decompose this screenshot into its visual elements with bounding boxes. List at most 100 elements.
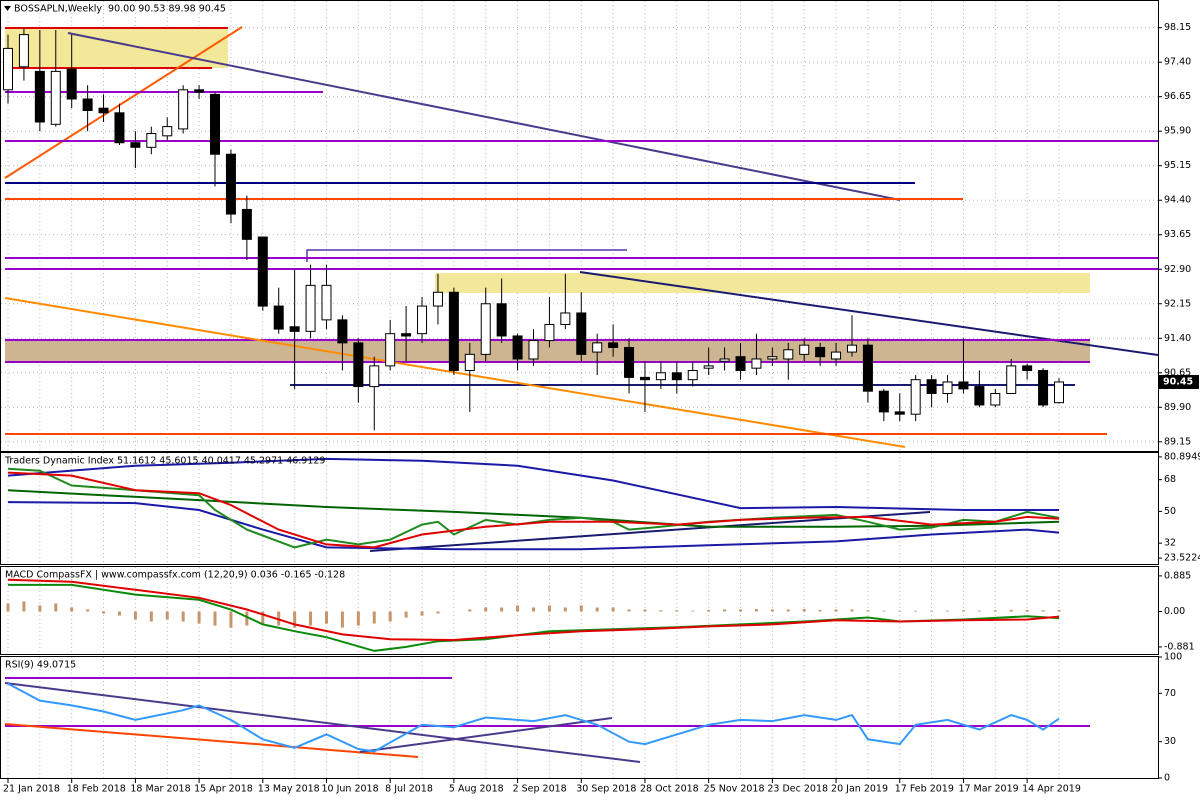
- y-tick-label: 80.8949: [1164, 451, 1200, 462]
- candle: [639, 361, 650, 412]
- candle: [767, 347, 778, 366]
- candle-body: [990, 392, 1001, 406]
- histogram-bar: [6, 603, 10, 612]
- last-price-box: [1159, 374, 1199, 389]
- x-tick-label: 28 Oct 2018: [640, 784, 699, 795]
- candle-body: [98, 107, 109, 114]
- candle-body: [703, 365, 714, 369]
- y-tick-label: 96.65: [1164, 91, 1191, 102]
- candle-body: [942, 381, 953, 394]
- histogram-bar: [818, 609, 822, 612]
- candle-body: [719, 358, 730, 362]
- histogram-bar: [961, 610, 965, 612]
- candle: [369, 356, 380, 431]
- histogram-bar: [1041, 610, 1045, 612]
- histogram-bar: [834, 609, 838, 612]
- x-tick-label: 18 Feb 2018: [67, 784, 126, 795]
- candle: [799, 338, 810, 362]
- candle: [146, 126, 157, 155]
- histogram-bar: [1009, 609, 1013, 612]
- candle-body: [878, 390, 889, 413]
- trendline: [369, 511, 931, 552]
- candle-body: [799, 344, 810, 355]
- candle-body: [289, 326, 300, 332]
- candle-body: [146, 133, 157, 148]
- candle: [401, 306, 412, 362]
- candle: [130, 131, 141, 169]
- x-tick-label: 15 Apr 2018: [194, 784, 253, 795]
- candle-body: [958, 381, 969, 390]
- labels: 21 Jan 2018 18 Feb 2018 18 Mar 2018 15 Apr …: [3, 4, 1200, 795]
- trendline: [4, 682, 641, 763]
- histogram-bar: [70, 607, 74, 612]
- candle: [719, 347, 730, 371]
- candle: [846, 315, 857, 357]
- candle-body: [528, 340, 539, 360]
- panel-frame: [0, 0, 1159, 452]
- candle: [194, 85, 205, 100]
- histogram-bar: [484, 607, 488, 612]
- histogram-bar: [102, 611, 106, 614]
- y-tick-label: 91.40: [1164, 333, 1191, 344]
- candle: [337, 315, 348, 371]
- histogram-bar: [133, 611, 137, 620]
- candle: [576, 292, 587, 362]
- candle: [162, 117, 173, 141]
- histogram-bar: [547, 605, 551, 612]
- histogram-bar: [723, 609, 727, 612]
- candle: [82, 85, 93, 132]
- y-tick-label: 93.65: [1164, 229, 1191, 240]
- candle: [831, 342, 842, 366]
- candle-body: [385, 333, 396, 367]
- candle: [512, 333, 523, 371]
- candle: [321, 264, 332, 330]
- candle: [560, 273, 571, 330]
- candle-body: [862, 344, 873, 392]
- candle-body: [82, 98, 93, 112]
- histogram-bar: [197, 611, 201, 624]
- x-tick-label: 13 May 2018: [258, 784, 320, 795]
- candle-body: [353, 342, 364, 388]
- histogram-bar: [516, 605, 520, 612]
- candle-body: [624, 346, 635, 378]
- candle-body: [767, 356, 778, 360]
- y-tick-label: 32: [1164, 538, 1176, 549]
- candle: [783, 342, 794, 380]
- candle-body: [1006, 365, 1017, 394]
- candle-body: [241, 208, 252, 240]
- histogram-bar: [739, 609, 743, 612]
- candle-body: [273, 305, 284, 330]
- candle: [974, 370, 985, 408]
- histogram-bar: [181, 611, 185, 622]
- zone: [435, 273, 1090, 293]
- candle-body: [846, 344, 857, 353]
- panel-title: Traders Dynamic Index 51.1612 45.6015 40…: [4, 456, 325, 467]
- candle: [3, 34, 13, 104]
- zone: [5, 340, 1090, 362]
- candle-body: [1054, 381, 1064, 404]
- candle: [608, 324, 619, 357]
- histogram-bar: [563, 607, 567, 612]
- candle-body: [178, 89, 189, 130]
- trendline: [579, 271, 1159, 356]
- candle-body: [671, 372, 682, 381]
- menu-icon: [4, 6, 11, 11]
- candle: [448, 287, 459, 376]
- histogram-bar: [898, 610, 902, 612]
- x-tick-label: 17 Mar 2019: [958, 784, 1018, 795]
- histogram-bar: [802, 609, 806, 612]
- histogram-bar: [930, 610, 934, 612]
- candle: [942, 375, 953, 403]
- candle: [990, 388, 1001, 408]
- candle-body: [592, 342, 603, 353]
- candle-body: [225, 153, 236, 215]
- y-tick-label: 89.15: [1164, 436, 1191, 447]
- candle: [1054, 378, 1064, 404]
- candle-body: [401, 333, 412, 337]
- histogram-bar: [579, 605, 583, 612]
- candle: [894, 393, 905, 422]
- candle: [353, 338, 364, 403]
- candle: [958, 338, 969, 394]
- candle: [34, 29, 45, 132]
